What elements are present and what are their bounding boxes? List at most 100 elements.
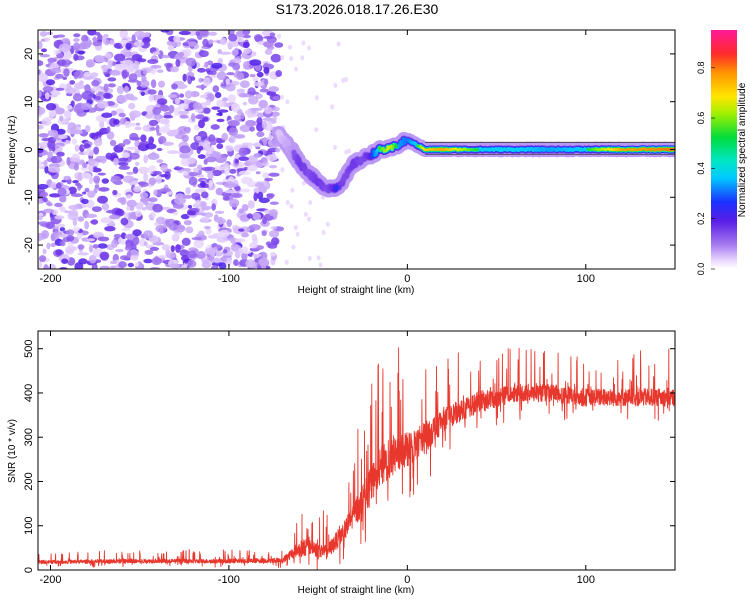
snr-axes: -200 -100 0 100 0 100 200 300 400 500: [23, 331, 675, 586]
noise-cell: [216, 71, 227, 81]
noise-cell: [121, 228, 132, 231]
noise-cell: [294, 66, 299, 72]
noise-cell: [293, 225, 298, 231]
noise-cell: [148, 119, 159, 126]
noise-cell: [197, 154, 206, 160]
noise-cell: [231, 103, 240, 113]
noise-cell: [38, 40, 43, 50]
noise-cell: [249, 59, 262, 66]
noise-cell: [100, 155, 107, 164]
noise-cell: [55, 87, 65, 91]
noise-cell: [123, 211, 129, 219]
noise-cell: [64, 210, 69, 214]
noise-cell: [90, 72, 99, 78]
noise-cell: [249, 73, 256, 78]
noise-cell: [255, 171, 261, 175]
noise-cell: [38, 255, 47, 263]
noise-cell: [81, 172, 92, 180]
noise-cell: [90, 219, 98, 225]
noise-cell: [77, 184, 83, 189]
noise-cell: [242, 41, 250, 49]
noise-cell: [148, 197, 158, 203]
noise-cell: [54, 215, 65, 220]
noise-cell: [135, 122, 141, 126]
noise-cell: [64, 87, 77, 94]
noise-cell: [211, 203, 216, 211]
noise-cell: [262, 172, 270, 179]
noise-cell: [227, 40, 234, 49]
noise-cell: [138, 181, 149, 187]
noise-cell: [197, 67, 206, 73]
noise-cell: [40, 191, 49, 198]
noise-cell: [102, 92, 112, 99]
noise-cell: [226, 257, 232, 267]
noise-cell: [113, 157, 119, 166]
noise-cell: [187, 157, 196, 165]
noise-cell: [38, 160, 42, 169]
noise-cell: [268, 209, 278, 217]
noise-cell: [161, 54, 170, 59]
noise-cell: [193, 239, 204, 249]
noise-cell: [330, 104, 335, 110]
noise-cell: [252, 76, 259, 83]
noise-cell: [252, 212, 262, 221]
noise-cell: [129, 211, 137, 220]
noise-cell: [228, 127, 238, 136]
noise-cell: [195, 85, 208, 89]
noise-cell: [253, 153, 263, 158]
noise-cell: [56, 59, 67, 67]
noise-cell: [54, 91, 61, 96]
noise-cell: [71, 129, 84, 135]
noise-cell: [133, 41, 145, 47]
noise-cell: [131, 34, 136, 44]
noise-cell: [216, 118, 225, 123]
y-tick-label: 20: [23, 48, 35, 60]
noise-cell: [198, 119, 205, 129]
noise-cell: [71, 193, 83, 198]
noise-cell: [119, 30, 128, 39]
noise-cell: [158, 255, 168, 259]
noise-cell: [120, 197, 127, 205]
noise-cell: [38, 133, 49, 138]
noise-cell: [191, 113, 196, 122]
noise-cell: [261, 230, 267, 237]
noise-cell: [161, 105, 170, 112]
noise-cell: [225, 78, 230, 86]
noise-cell: [156, 132, 162, 136]
noise-cell: [121, 152, 130, 159]
noise-cell: [235, 30, 244, 37]
snr-series: [38, 347, 675, 570]
noise-cell: [124, 85, 129, 93]
noise-cell: [126, 251, 131, 259]
y-tick-label: 500: [23, 340, 35, 358]
noise-cell: [126, 146, 137, 150]
noise-cell: [180, 168, 192, 172]
noise-cell: [145, 143, 157, 150]
noise-cell: [266, 154, 278, 162]
noise-cell: [84, 84, 91, 94]
noise-cell: [207, 171, 214, 180]
noise-cell: [184, 90, 193, 99]
noise-cell: [195, 114, 205, 120]
noise-cell: [98, 187, 110, 192]
spectrogram-y-label: Frequency (Hz): [7, 116, 18, 185]
noise-cell: [146, 111, 152, 115]
noise-cell: [241, 252, 248, 260]
noise-cell: [241, 232, 249, 238]
noise-cell: [225, 83, 236, 92]
noise-cell: [188, 41, 197, 47]
noise-cell: [238, 228, 245, 232]
noise-cell: [236, 88, 245, 93]
spectrogram-image: [38, 30, 675, 269]
noise-cell: [138, 166, 150, 175]
noise-cell: [104, 57, 109, 63]
noise-cell: [159, 118, 170, 125]
y-tick-label: -10: [23, 189, 35, 205]
noise-cell: [152, 106, 162, 115]
noise-cell: [227, 120, 240, 127]
noise-cell: [47, 151, 53, 159]
noise-cell: [109, 139, 117, 147]
noise-cell: [195, 199, 201, 206]
noise-cell: [132, 229, 142, 237]
noise-cell: [213, 257, 221, 264]
